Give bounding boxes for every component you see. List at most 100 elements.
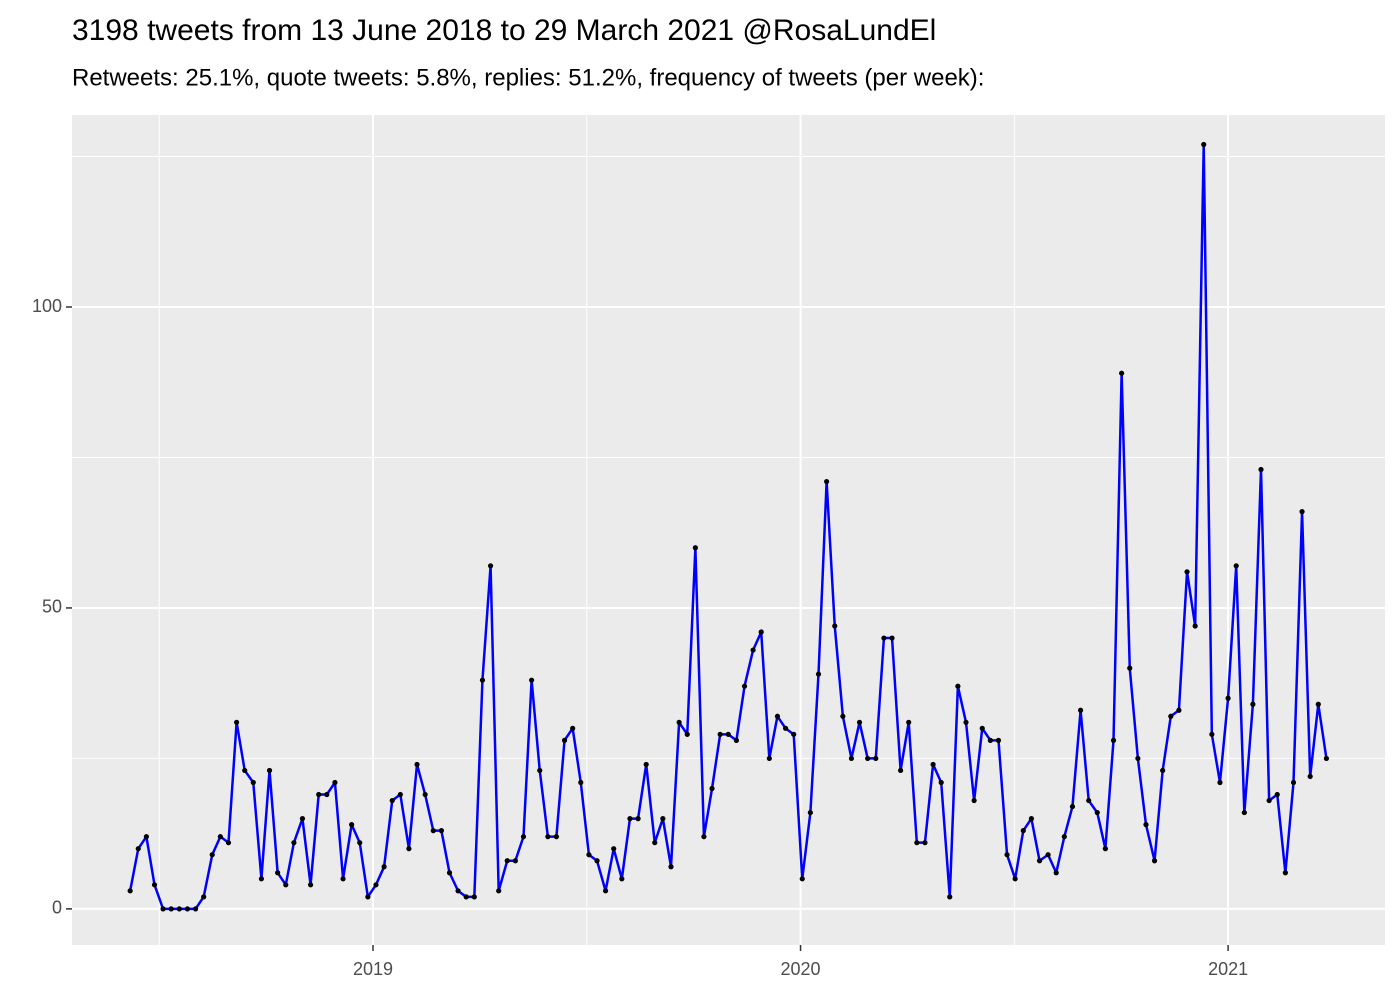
point <box>512 858 518 864</box>
point <box>987 737 993 743</box>
point <box>504 858 510 864</box>
point <box>299 816 306 822</box>
point <box>160 906 166 912</box>
point <box>668 864 674 870</box>
point <box>865 755 871 762</box>
point <box>1217 779 1223 786</box>
point <box>660 816 666 822</box>
point <box>143 834 149 840</box>
point <box>1036 858 1043 864</box>
point <box>1119 370 1125 376</box>
point <box>1012 876 1018 882</box>
point <box>258 876 265 882</box>
chart-title: 3198 tweets from 13 June 2018 to 29 Marc… <box>72 14 936 47</box>
point <box>791 731 797 737</box>
point <box>611 846 617 852</box>
point <box>192 906 199 912</box>
point <box>1266 797 1272 804</box>
point <box>291 840 297 846</box>
point <box>652 840 658 846</box>
point <box>840 713 846 719</box>
point <box>766 755 772 762</box>
point <box>389 797 395 804</box>
point <box>201 894 207 900</box>
point <box>799 876 805 882</box>
point <box>955 683 961 689</box>
point <box>217 834 223 840</box>
point <box>520 834 527 840</box>
point <box>995 737 1002 743</box>
point <box>349 822 355 828</box>
point <box>430 828 436 834</box>
point <box>414 761 420 768</box>
point <box>856 719 863 725</box>
point <box>316 791 322 798</box>
point <box>487 563 494 569</box>
point <box>266 767 273 774</box>
point <box>1143 822 1149 828</box>
point <box>963 719 969 725</box>
point <box>283 882 289 888</box>
point <box>1020 828 1026 834</box>
point <box>561 737 568 743</box>
point <box>1282 870 1288 876</box>
x-tick-label: 2020 <box>781 959 821 979</box>
point <box>922 840 928 846</box>
point <box>1201 141 1207 148</box>
point <box>717 731 723 737</box>
point <box>406 846 412 852</box>
point <box>643 761 649 768</box>
point <box>324 791 330 798</box>
point <box>619 876 625 882</box>
point <box>446 870 453 876</box>
point <box>1192 623 1198 629</box>
point <box>947 894 953 900</box>
point <box>586 852 592 858</box>
point <box>906 719 912 725</box>
point <box>889 635 895 641</box>
point <box>1160 767 1166 774</box>
chart-subtitle: Retweets: 25.1%, quote tweets: 5.8%, rep… <box>72 64 984 91</box>
point <box>1241 809 1247 816</box>
point <box>1250 701 1256 707</box>
point <box>930 761 936 768</box>
point <box>537 767 543 774</box>
point <box>701 834 707 840</box>
point <box>127 888 133 894</box>
point <box>594 858 600 864</box>
point <box>496 888 502 894</box>
point <box>1061 834 1067 840</box>
point <box>553 834 560 840</box>
point <box>1290 779 1297 786</box>
point <box>234 719 240 725</box>
point <box>381 864 387 870</box>
point <box>1184 569 1190 575</box>
point <box>1168 713 1174 719</box>
point <box>873 755 879 762</box>
point <box>545 834 551 840</box>
point <box>570 725 576 731</box>
point <box>1077 707 1084 713</box>
point <box>782 725 789 731</box>
point <box>1086 797 1092 804</box>
point <box>455 888 461 894</box>
point <box>1045 852 1051 858</box>
point <box>365 894 371 900</box>
point <box>807 809 813 816</box>
point <box>357 840 363 846</box>
point <box>578 779 584 786</box>
point <box>881 635 887 641</box>
point <box>684 731 690 737</box>
point <box>1151 858 1158 864</box>
point <box>1233 563 1239 569</box>
point <box>1028 816 1035 822</box>
point <box>340 876 346 882</box>
point <box>758 629 764 635</box>
plot-panel <box>72 115 1385 945</box>
point <box>373 882 379 888</box>
point <box>1110 737 1117 743</box>
point <box>1209 731 1215 737</box>
point <box>676 719 682 725</box>
point <box>422 791 428 798</box>
